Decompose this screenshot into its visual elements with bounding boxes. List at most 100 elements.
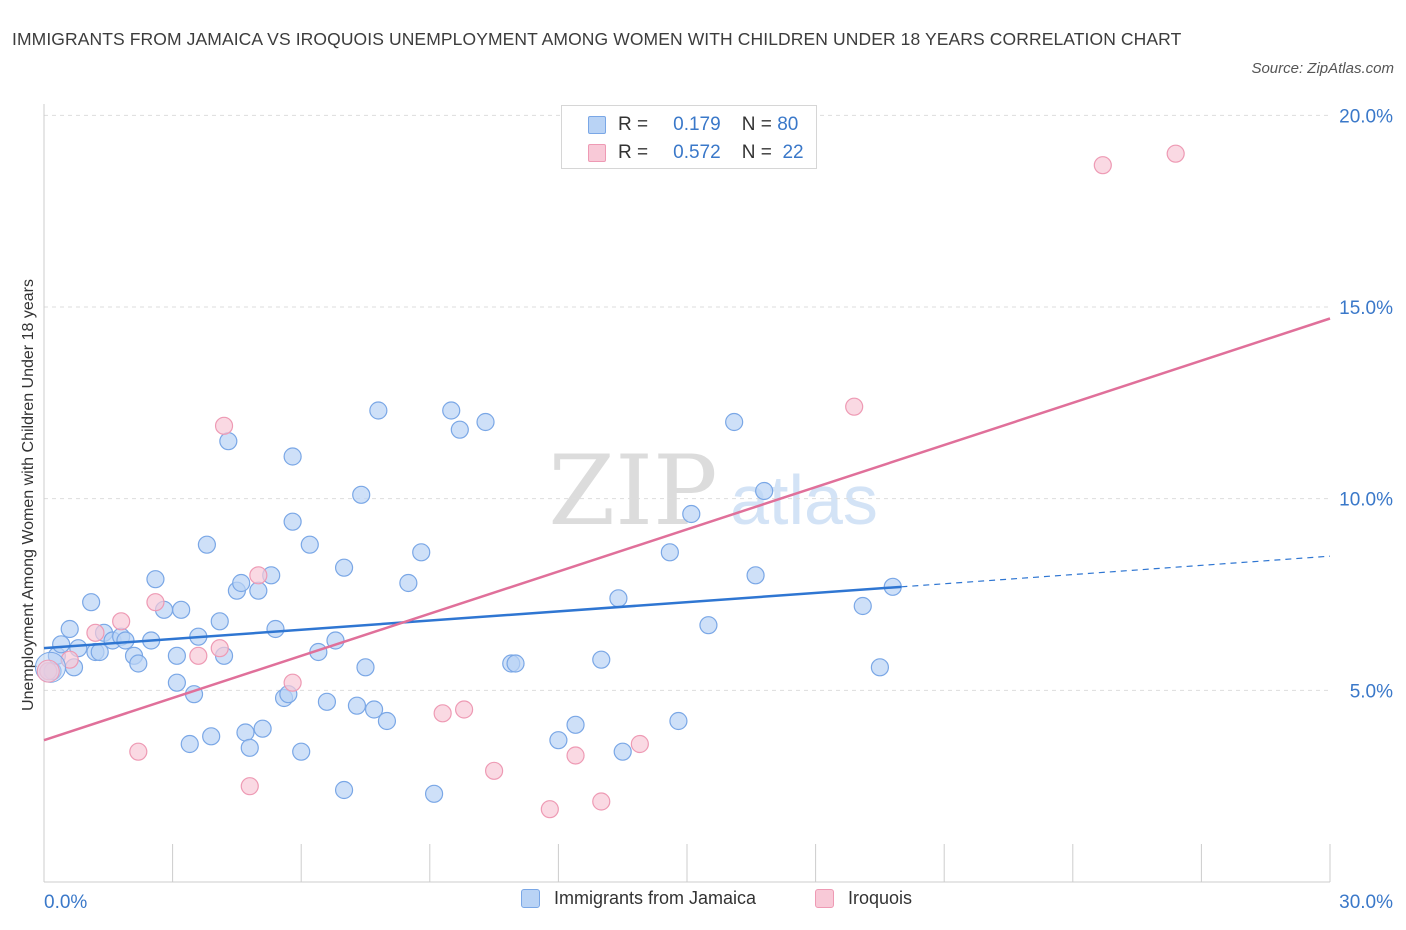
jamaica-point	[266, 619, 285, 639]
iroquois-point	[189, 646, 208, 665]
jamaica-point	[283, 512, 302, 531]
jamaica-point	[317, 692, 337, 711]
jamaica-point	[699, 616, 718, 635]
jamaica-point	[240, 738, 259, 757]
iroquois-point	[433, 704, 452, 723]
jamaica-point	[399, 573, 418, 593]
jamaica-point	[52, 635, 71, 654]
iroquois-point	[146, 593, 165, 612]
iroquois-point	[249, 566, 268, 585]
x-tick-label-min: 0.0%	[44, 892, 87, 913]
jamaica-point	[549, 731, 568, 750]
jamaica-point	[202, 727, 221, 746]
jamaica-point	[870, 658, 890, 677]
jamaica-point	[292, 742, 311, 761]
stats-legend-row-iroquois: R = 0.572 N = 22	[588, 141, 804, 165]
jamaica-point	[442, 401, 461, 420]
jamaica-swatch	[588, 116, 606, 134]
jamaica-point	[253, 719, 272, 738]
y-tick-label: 5.0%	[1350, 681, 1393, 702]
jamaica-legend-swatch	[521, 889, 540, 908]
jamaica-trend-extension	[901, 555, 1331, 588]
jamaica-point	[755, 481, 774, 501]
jamaica-point	[369, 401, 388, 420]
iroquois-point	[112, 612, 131, 631]
iroquois-point	[86, 623, 105, 642]
jamaica-point	[725, 412, 744, 432]
iroquois-point	[210, 639, 229, 658]
jamaica-point	[146, 570, 165, 589]
source-label: Source: ZipAtlas.com	[1251, 60, 1394, 77]
jamaica-point	[352, 485, 371, 504]
jamaica-point	[853, 596, 872, 616]
jamaica-point	[356, 658, 375, 677]
jamaica-point	[377, 711, 397, 731]
iroquois-point	[845, 397, 864, 416]
chart-title: IMMIGRANTS FROM JAMAICA VS IROQUOIS UNEM…	[12, 29, 1182, 49]
x-tick-label-max: 30.0%	[1339, 892, 1393, 913]
iroquois-swatch	[588, 144, 606, 162]
jamaica-point	[197, 535, 216, 554]
jamaica-point	[412, 543, 431, 562]
iroquois-point	[630, 734, 649, 754]
jamaica-point	[609, 589, 628, 608]
jamaica-point	[566, 715, 585, 734]
iroquois-point	[129, 742, 148, 761]
n-value: 80	[777, 114, 799, 135]
trend-layer	[43, 317, 1331, 742]
stats-legend: R = 0.179 N = 80 R = 0.572 N = 22	[561, 105, 817, 169]
jamaica-point	[424, 784, 444, 803]
legend-item-jamaica[interactable]: Immigrants from Jamaica	[521, 888, 756, 909]
y-tick-label: 15.0%	[1339, 298, 1393, 319]
series-legend: Immigrants from Jamaica Iroquois	[0, 888, 1406, 916]
jamaica-point	[249, 581, 268, 600]
jamaica-point	[172, 600, 191, 619]
jamaica-point	[613, 742, 632, 761]
iroquois-point	[540, 800, 559, 819]
jamaica-point	[476, 412, 495, 432]
jamaica-point	[347, 696, 367, 715]
iroquois-point	[214, 416, 234, 435]
iroquois-point	[1166, 144, 1185, 163]
n-value: 22	[782, 142, 804, 163]
iroquois-point	[485, 761, 504, 780]
jamaica-point	[180, 734, 199, 754]
stats-legend-row-jamaica: R = 0.179 N = 80	[588, 113, 798, 137]
jamaica-point	[129, 654, 148, 673]
jamaica-point	[669, 711, 688, 731]
jamaica-point	[167, 673, 186, 692]
iroquois-point-large	[36, 659, 60, 683]
jamaica-trend-line	[43, 585, 902, 650]
jamaica-point	[82, 593, 101, 612]
iroquois-point	[454, 700, 474, 719]
jamaica-point	[506, 654, 525, 673]
jamaica-point	[682, 504, 701, 524]
iroquois-point	[592, 792, 611, 811]
y-tick-label: 20.0%	[1339, 106, 1393, 127]
jamaica-point	[450, 420, 469, 439]
jamaica-point	[300, 535, 319, 554]
legend-label-jamaica: Immigrants from Jamaica	[554, 888, 757, 908]
iroquois-point	[240, 777, 259, 796]
jamaica-point	[232, 573, 251, 593]
jamaica-point	[660, 543, 679, 562]
grid-layer	[44, 114, 1330, 691]
jamaica-point	[116, 631, 135, 650]
iroquois-point	[1093, 156, 1112, 175]
jamaica-point	[283, 447, 302, 466]
legend-label-iroquois: Iroquois	[848, 888, 913, 908]
legend-item-iroquois[interactable]: Iroquois	[815, 888, 912, 909]
axes-layer	[43, 104, 1331, 883]
jamaica-point	[746, 566, 765, 585]
jamaica-point	[334, 558, 354, 577]
jamaica-point	[60, 619, 79, 639]
r-label: R =	[618, 142, 649, 163]
iroquois-trend-line	[43, 317, 1331, 742]
jamaica-point	[167, 646, 186, 665]
iroquois-point	[283, 673, 302, 692]
tick-labels-layer: 5.0% 10.0% 15.0% 20.0% 0.0% 30.0%	[44, 106, 1393, 913]
n-label: N =	[741, 114, 772, 135]
jamaica-point	[236, 723, 255, 742]
jamaica-point	[219, 432, 238, 451]
